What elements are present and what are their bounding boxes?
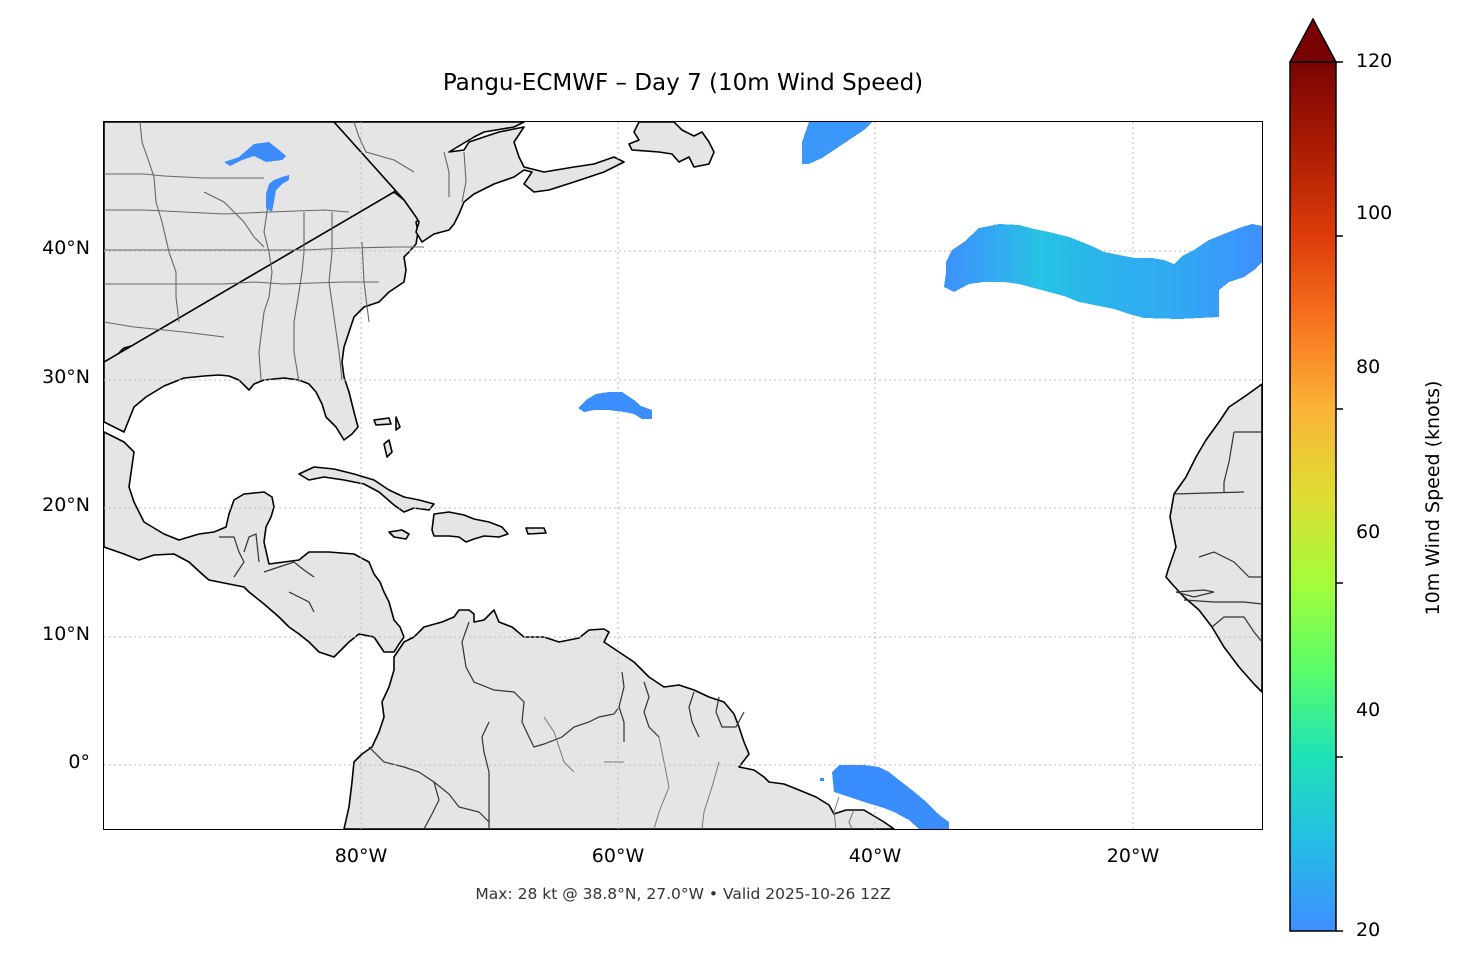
hispaniola: [431, 511, 509, 543]
bahamas-3: [395, 416, 401, 431]
bahamas-1: [373, 417, 392, 426]
y-tick-label: 40°N: [42, 237, 90, 259]
south-america: [343, 609, 895, 829]
canada-maritimes: [333, 122, 625, 243]
colorbar-tick-label: 100: [1356, 202, 1393, 224]
map-plot-area: [104, 122, 1262, 829]
state-borders: [104, 122, 467, 383]
wind-region-lake-superior: [224, 142, 286, 166]
x-tick-label: 60°W: [591, 845, 645, 867]
puerto-rico: [525, 527, 547, 535]
country-borders: [219, 431, 1262, 829]
wind-region-lake-michigan: [266, 175, 289, 212]
colorbar-tick-label: 40: [1356, 699, 1381, 721]
y-tick-label: 30°N: [42, 366, 90, 388]
colorbar-tick-label: 20: [1356, 919, 1381, 941]
wind-speed-field: [224, 122, 1262, 829]
max-value-footer: Max: 28 kt @ 38.8°N, 27.0°W • Valid 2025…: [475, 885, 891, 903]
colorbar-ticks: [1336, 61, 1343, 932]
wind-speck: [820, 778, 824, 781]
newfoundland: [628, 122, 715, 168]
land-masses: [104, 122, 1262, 829]
wind-region-jet-band: [944, 224, 1262, 319]
chart-title: Pangu-ECMWF – Day 7 (10m Wind Speed): [442, 70, 924, 96]
colorbar: [1289, 18, 1343, 932]
central-america: [104, 431, 405, 658]
colorbar-gradient: [1289, 61, 1337, 932]
x-tick-label: 40°W: [848, 845, 902, 867]
colorbar-tick-label: 60: [1356, 521, 1381, 543]
x-tick-label: 80°W: [334, 845, 388, 867]
bahamas-2: [383, 439, 393, 458]
y-tick-label: 10°N: [42, 623, 90, 645]
map-canvas: [104, 122, 1262, 829]
west-africa: [1165, 383, 1262, 693]
jamaica: [388, 529, 410, 540]
wind-region-equatorial: [832, 765, 949, 829]
minor-borders: [543, 716, 855, 829]
colorbar-extend-arrow: [1289, 18, 1338, 63]
colorbar-tick-label: 120: [1356, 50, 1393, 72]
cuba: [298, 466, 435, 513]
y-tick-label: 20°N: [42, 494, 90, 516]
wind-region-subtropical: [578, 392, 652, 419]
x-tick-label: 20°W: [1106, 845, 1160, 867]
colorbar-label: 10m Wind Speed (knots): [1422, 380, 1444, 616]
wind-region-north-patch: [802, 122, 872, 164]
y-tick-label: 0°: [68, 751, 90, 773]
colorbar-tick-label: 80: [1356, 356, 1381, 378]
